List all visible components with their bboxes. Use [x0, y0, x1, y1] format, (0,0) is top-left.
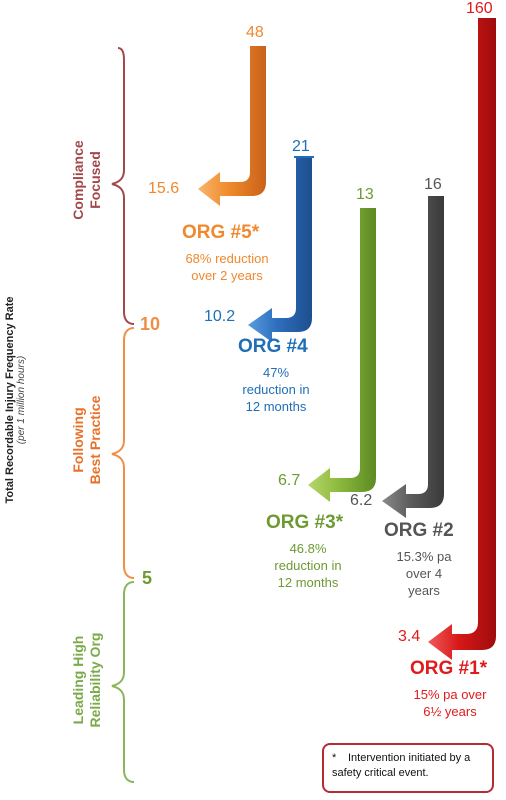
arrow-org4	[248, 158, 312, 342]
org3-end-value: 6.7	[278, 472, 301, 489]
axis-title: Total Recordable Injury Frequency Rate (…	[4, 190, 44, 610]
org1-end-value: 3.4	[398, 628, 421, 645]
arrow-org5	[198, 46, 266, 206]
org5-description: 68% reduction over 2 years	[185, 251, 269, 283]
threshold-10: 10	[140, 314, 161, 334]
org3-title: ORG #3*	[266, 512, 344, 533]
band-label-compliance: Compliance Focused	[70, 140, 103, 220]
org1-start-value: 160	[466, 0, 493, 17]
org5-start-value: 48	[246, 24, 264, 41]
org1-title: ORG #1*	[410, 658, 488, 679]
band-label-high-reliability: Leading High Reliability Org	[70, 632, 103, 728]
org4-end-value: 10.2	[204, 308, 236, 325]
axis-title-text: Total Recordable Injury Frequency Rate	[4, 296, 16, 504]
org5-end-value: 15.6	[148, 180, 180, 197]
band-label-best-practice: Following Best Practice	[70, 395, 103, 485]
org3-description: 46.8% reduction in 12 months	[274, 541, 342, 590]
org2-end-value: 6.2	[350, 492, 373, 509]
footnote-star: *	[332, 752, 337, 764]
footnote-text: Intervention initiated by a safety criti…	[332, 752, 471, 779]
footnote-box: * Intervention initiated by a safety crit…	[322, 743, 494, 793]
axis-subtitle-text: (per 1 million hours)	[16, 355, 27, 445]
bracket-high-reliability	[111, 581, 135, 783]
org5-title: ORG #5*	[182, 222, 260, 243]
threshold-5: 5	[142, 568, 153, 588]
org4-description: 47% reduction in 12 months	[242, 365, 310, 414]
org4-title: ORG #4	[238, 336, 308, 357]
arrow-org1	[428, 18, 496, 660]
arrow-org2	[382, 196, 444, 518]
org1-description: 15% pa over 6½ years	[413, 687, 487, 719]
bracket-compliance	[111, 47, 135, 325]
org4-start-value: 21	[292, 138, 310, 155]
bracket-best-practice	[111, 327, 135, 579]
arrow-org3	[308, 208, 376, 502]
org2-description: 15.3% pa over 4 years	[396, 549, 452, 598]
org2-start-value: 16	[424, 176, 442, 193]
org3-start-value: 13	[356, 186, 374, 203]
org2-title: ORG #2	[384, 520, 454, 541]
